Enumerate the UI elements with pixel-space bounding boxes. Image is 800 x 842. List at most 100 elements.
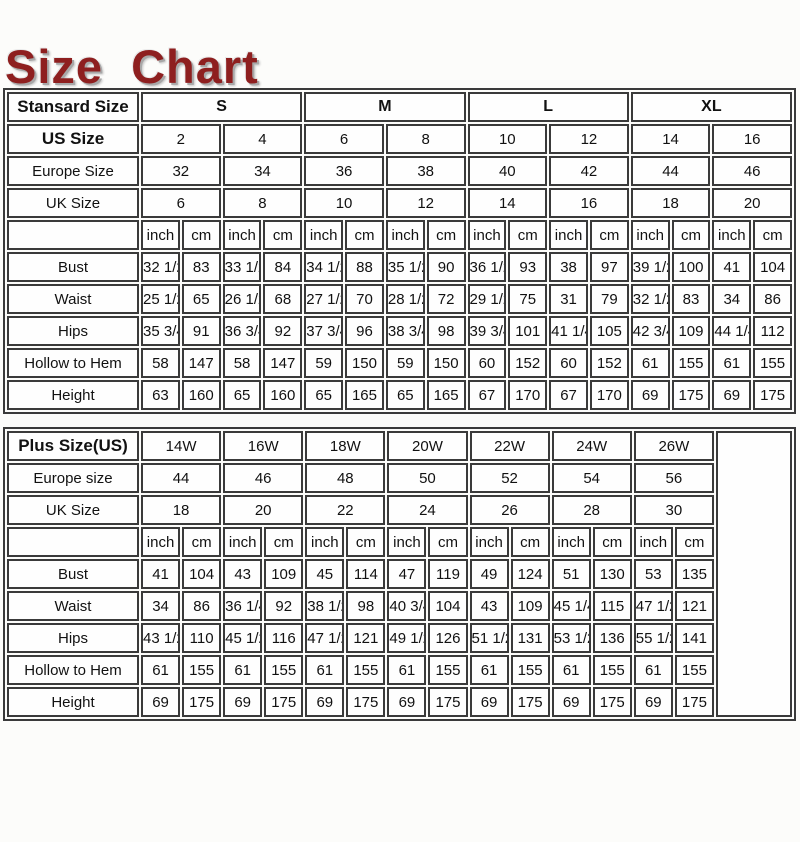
- cell: 86: [182, 591, 222, 621]
- cell: 61: [141, 655, 181, 685]
- cell: 61: [630, 348, 670, 378]
- cell: inch: [551, 527, 591, 557]
- cell: 41: [712, 252, 752, 282]
- table-row: Europe size 44 46 48 50 52 54 56: [7, 463, 792, 493]
- cell: 49: [469, 559, 509, 589]
- cell: inch: [630, 220, 670, 250]
- cell: S: [141, 92, 303, 122]
- cell: 36: [304, 156, 384, 186]
- cell: inch: [467, 220, 507, 250]
- row-label: Height: [7, 380, 139, 410]
- cell: 160: [181, 380, 221, 410]
- cell: 155: [674, 655, 714, 685]
- plus-size-table: Plus Size(US) 14W 16W 18W 20W 22W 24W 26W Europe…: [3, 427, 796, 721]
- cell: 92: [263, 316, 303, 346]
- cell: 2: [141, 124, 221, 154]
- cell: 12: [385, 188, 466, 218]
- cell: 37 3/4: [304, 316, 344, 346]
- cell: 92: [264, 591, 304, 621]
- row-label: UK Size: [7, 495, 139, 525]
- cell: 121: [674, 591, 714, 621]
- cell: 40 3/4: [387, 591, 427, 621]
- cell: cm: [426, 220, 466, 250]
- cell: 26 1/2: [222, 284, 262, 314]
- cell: 4: [222, 124, 303, 154]
- cell: 96: [345, 316, 384, 346]
- cell: 104: [428, 591, 468, 621]
- cell: 119: [428, 559, 468, 589]
- cell: 8: [385, 124, 466, 154]
- cell: 40: [467, 156, 548, 186]
- cell: 72: [426, 284, 466, 314]
- cell: 61: [223, 655, 263, 685]
- cell: 29 1/2: [467, 284, 507, 314]
- cell: 28: [551, 495, 632, 525]
- cell: 75: [508, 284, 548, 314]
- table-row: Europe Size 32 34 36 38 40 42 44 46: [7, 156, 792, 186]
- cell: 83: [181, 252, 221, 282]
- cell: 155: [182, 655, 222, 685]
- cell: 43 1/2: [141, 623, 181, 653]
- cell: 50: [387, 463, 468, 493]
- cell: 28 1/2: [385, 284, 425, 314]
- row-label: Europe size: [7, 463, 139, 493]
- cell: 65: [181, 284, 221, 314]
- cell: 155: [671, 348, 711, 378]
- cell: inch: [385, 220, 425, 250]
- cell: inch: [469, 527, 509, 557]
- row-label: UK Size: [7, 188, 139, 218]
- table-row: Plus Size(US) 14W 16W 18W 20W 22W 24W 26W: [7, 431, 792, 717]
- cell: 65: [222, 380, 262, 410]
- cell: 43: [223, 559, 263, 589]
- cell: 34 1/2: [304, 252, 344, 282]
- table-row: UK Size 6 8 10 12 14 16 18 20: [7, 188, 792, 218]
- row-label: Height: [7, 687, 139, 717]
- cell: 52: [469, 463, 550, 493]
- cell: cm: [753, 220, 792, 250]
- row-label: Hips: [7, 316, 139, 346]
- table-row: Bust 41 104 43 109 45 114 47 119 49 124 51 130 53 135: [7, 559, 792, 589]
- cell: 175: [510, 687, 550, 717]
- cell: 20W: [387, 431, 468, 461]
- cell: 61: [551, 655, 591, 685]
- cell: cm: [674, 527, 714, 557]
- cell: 165: [426, 380, 466, 410]
- cell: 38: [549, 252, 588, 282]
- page-title: Size Chart: [5, 40, 259, 93]
- cell: 126: [428, 623, 468, 653]
- cell: 59: [385, 348, 425, 378]
- cell: 34: [712, 284, 752, 314]
- cell: inch: [223, 527, 263, 557]
- cell: 31: [549, 284, 588, 314]
- cell: XL: [630, 92, 792, 122]
- cell: 86: [753, 284, 792, 314]
- cell: 69: [305, 687, 345, 717]
- empty-cell: [716, 431, 792, 717]
- cell: 30: [633, 495, 714, 525]
- cell: 88: [345, 252, 384, 282]
- cell: L: [467, 92, 629, 122]
- cell: 51 1/2: [469, 623, 509, 653]
- cell: 45 1/2: [223, 623, 263, 653]
- cell: 55 1/2: [633, 623, 673, 653]
- cell: cm: [345, 220, 384, 250]
- cell: 155: [346, 655, 386, 685]
- cell: 98: [426, 316, 466, 346]
- cell: 150: [426, 348, 466, 378]
- cell: 10: [304, 188, 384, 218]
- cell: 175: [182, 687, 222, 717]
- row-label: Waist: [7, 284, 139, 314]
- cell: 160: [263, 380, 303, 410]
- cell: 32 1/2: [630, 284, 670, 314]
- cell: 59: [304, 348, 344, 378]
- cell: inch: [549, 220, 588, 250]
- cell: 16: [549, 188, 629, 218]
- table-row: US Size 2 4 6 8 10 12 14 16: [7, 124, 792, 154]
- cell: 22W: [469, 431, 550, 461]
- cell: 130: [592, 559, 632, 589]
- cell: 61: [387, 655, 427, 685]
- cell: 61: [305, 655, 345, 685]
- cell: 110: [182, 623, 222, 653]
